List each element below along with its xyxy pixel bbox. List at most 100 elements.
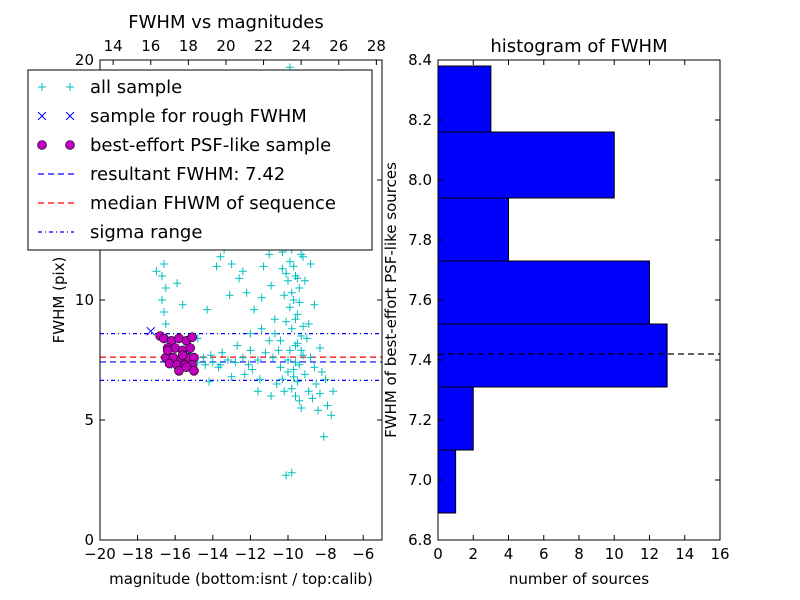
- point-2-5: [187, 332, 197, 343]
- histogram-bar-6: [437, 65, 492, 133]
- point-0-74: [235, 274, 244, 283]
- legend-marker-2-0: [37, 140, 47, 150]
- point-0-20: [278, 264, 287, 273]
- point-0-93: [158, 272, 167, 280]
- hist-y-tick-label-6: 8.0: [408, 171, 432, 189]
- hist-y-tick-label-8: 8.4: [408, 51, 432, 69]
- point-0-100: [173, 279, 182, 288]
- point-0-38: [300, 370, 309, 379]
- point-0-149: [287, 288, 296, 297]
- hist-x-tick-label-0: 0: [433, 545, 443, 563]
- hist-x-tick-label-8: 16: [710, 545, 729, 563]
- point-0-140: [280, 387, 289, 396]
- x-tick-label-4: −12: [235, 545, 267, 563]
- top-x-tick-label-2: 18: [179, 37, 198, 55]
- point-0-146: [299, 322, 308, 331]
- point-0-92: [159, 260, 168, 268]
- y-tick-label-2: 10: [75, 291, 94, 309]
- point-0-40: [287, 384, 296, 393]
- x-tick-label-2: −16: [159, 545, 191, 563]
- top-x-tick-label-6: 26: [329, 37, 348, 55]
- point-2-21: [189, 365, 199, 376]
- legend-marker-2-1: [65, 140, 75, 150]
- point-0-85: [233, 341, 242, 350]
- point-0-148: [295, 298, 304, 307]
- point-0-37: [289, 365, 298, 374]
- histogram-bars: [437, 65, 668, 514]
- point-0-121: [270, 329, 279, 338]
- point-0-48: [310, 363, 319, 372]
- legend-label-3: resultant FWHM: 7.42: [90, 164, 285, 185]
- point-0-143: [291, 358, 300, 367]
- point-0-104: [212, 262, 221, 271]
- point-0-98: [152, 267, 161, 276]
- point-0-87: [205, 377, 214, 386]
- point-0-46: [312, 380, 321, 388]
- point-0-116: [214, 363, 223, 372]
- top-x-tick-label-1: 16: [141, 37, 160, 55]
- point-0-150: [293, 274, 302, 283]
- point-0-86: [218, 348, 227, 357]
- point-0-119: [276, 363, 285, 372]
- point-0-125: [315, 344, 324, 352]
- point-0-45: [308, 394, 317, 403]
- point-0-63: [231, 358, 240, 367]
- point-0-88: [227, 372, 236, 381]
- point-0-80: [238, 267, 247, 276]
- histogram-x-label: number of sources: [509, 570, 649, 588]
- point-0-50: [302, 334, 311, 343]
- hist-y-tick-label-1: 7.0: [408, 471, 432, 489]
- point-0-81: [270, 315, 279, 324]
- point-0-82: [267, 281, 276, 290]
- point-0-24: [280, 291, 289, 300]
- point-2-9: [185, 343, 196, 353]
- legend-box: [27, 69, 373, 251]
- point-0-137: [265, 250, 274, 259]
- histogram-title: histogram of FWHM: [490, 36, 667, 57]
- point-0-114: [199, 353, 208, 362]
- point-0-26: [285, 303, 294, 312]
- point-0-51: [304, 320, 313, 328]
- point-0-54: [329, 387, 338, 396]
- point-0-97: [161, 320, 170, 328]
- point-0-117: [244, 360, 253, 369]
- point-0-30: [297, 332, 306, 340]
- point-0-33: [285, 346, 294, 355]
- hist-x-tick-label-2: 4: [504, 545, 514, 563]
- point-0-107: [253, 387, 262, 396]
- histogram-y-label: FWHM of best-effort PSF-like sources: [382, 162, 400, 438]
- point-0-90: [255, 375, 264, 384]
- point-0-23: [295, 284, 304, 292]
- point-0-109: [278, 375, 287, 384]
- point-0-128: [327, 411, 336, 420]
- point-0-73: [242, 288, 251, 297]
- point-0-67: [201, 360, 210, 369]
- scatter-ticks: −20 −18 −16 −14 −12 −10 −8 −6 14 16 18 20 22 24 26 28 0 5…: [75, 37, 386, 563]
- hist-x-tick-label-3: 6: [539, 545, 549, 563]
- point-0-41: [291, 392, 300, 400]
- point-0-53: [323, 401, 332, 410]
- top-x-tick-label-4: 22: [254, 37, 273, 55]
- point-0-72: [250, 305, 259, 314]
- point-0-39: [293, 377, 302, 386]
- point-0-127: [321, 375, 330, 384]
- hist-y-tick-label-3: 7.4: [408, 351, 432, 369]
- top-x-tick-label-0: 14: [104, 37, 123, 55]
- point-0-108: [267, 392, 276, 400]
- top-x-tick-label-5: 24: [292, 37, 311, 55]
- legend-label-4: median FHWM of sequence: [90, 193, 336, 214]
- point-0-64: [223, 356, 232, 364]
- hist-x-tick-label-6: 12: [640, 545, 659, 563]
- hist-x-tick-label-1: 2: [468, 545, 478, 563]
- point-0-89: [240, 370, 249, 379]
- point-0-58: [268, 353, 277, 362]
- y-tick-label-1: 5: [84, 411, 94, 429]
- point-0-91: [272, 380, 281, 388]
- point-0-120: [274, 346, 283, 355]
- point-0-124: [310, 300, 319, 309]
- histogram-bar-1: [437, 386, 474, 451]
- x-tick-label-6: −8: [315, 545, 337, 563]
- point-1-0: [146, 326, 156, 336]
- point-0-61: [246, 346, 255, 355]
